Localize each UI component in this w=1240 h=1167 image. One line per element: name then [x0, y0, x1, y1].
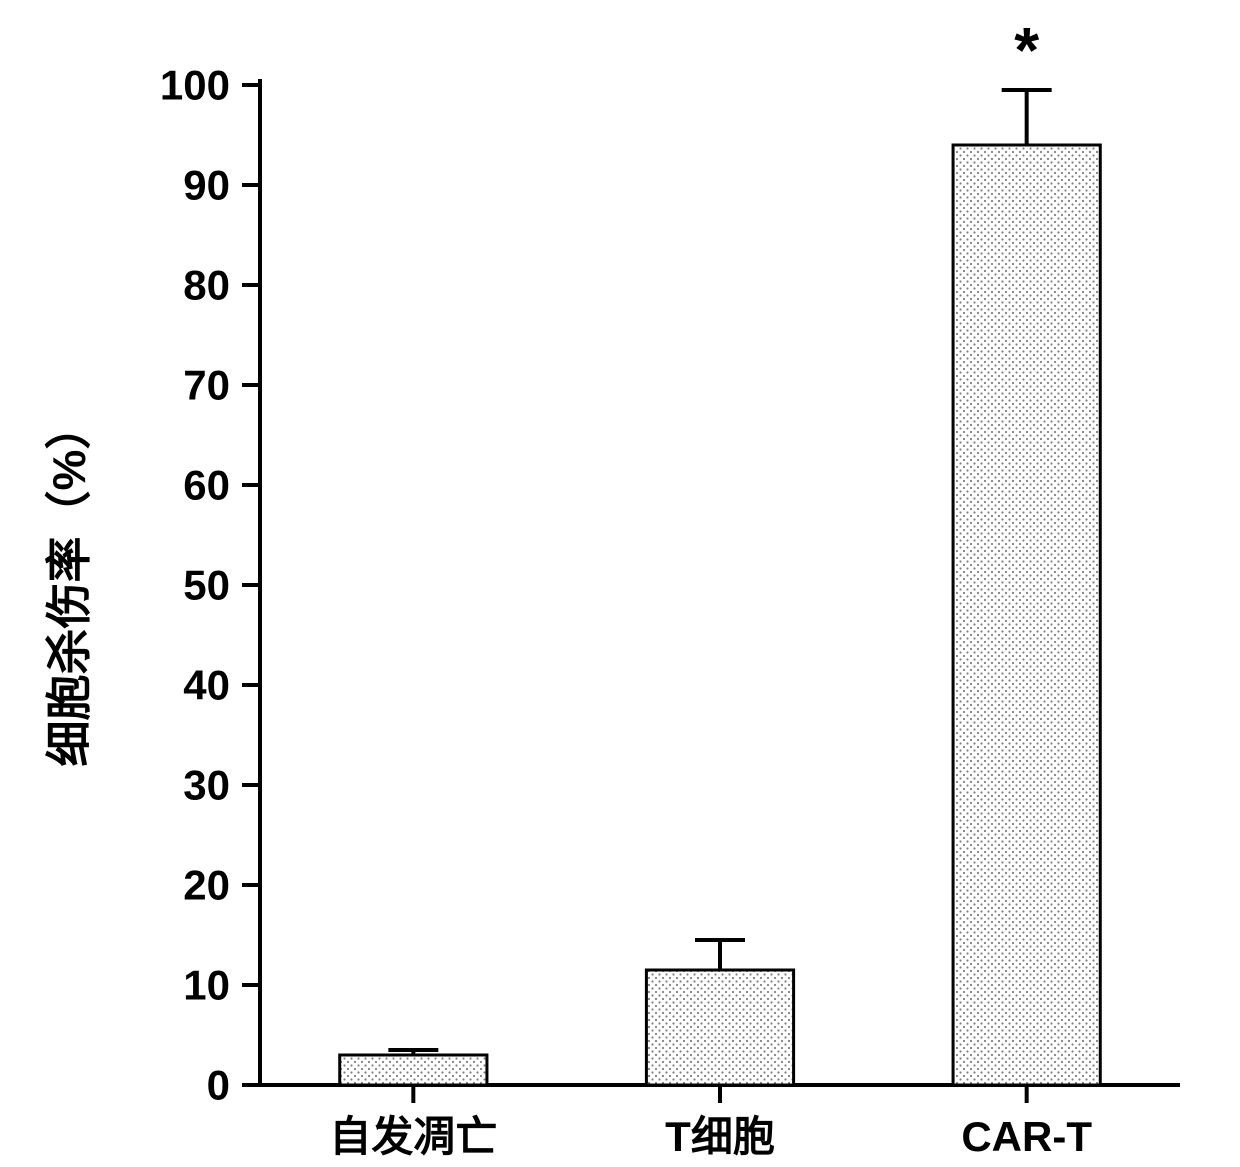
y-tick-label: 70 [183, 362, 230, 409]
y-tick-label: 30 [183, 762, 230, 809]
y-tick-label: 90 [183, 162, 230, 209]
y-tick-label: 40 [183, 662, 230, 709]
x-tick-label: CAR-T [961, 1113, 1092, 1160]
y-tick-label: 10 [183, 962, 230, 1009]
y-tick-label: 50 [183, 562, 230, 609]
chart-container: 0 10 20 30 40 50 60 70 80 90 100 细胞杀伤率（%） 自发凋亡 T细胞 * CA… [0, 0, 1240, 1167]
significance-marker: * [1014, 14, 1039, 86]
y-tick-label: 80 [183, 262, 230, 309]
y-tick-label: 100 [160, 62, 230, 109]
y-tick-label: 60 [183, 462, 230, 509]
bar [646, 970, 793, 1085]
x-tick-label: 自发凋亡 [329, 1113, 497, 1160]
bar-chart-svg: 0 10 20 30 40 50 60 70 80 90 100 细胞杀伤率（%） 自发凋亡 T细胞 * CA… [0, 0, 1240, 1167]
y-axis-label: 细胞杀伤率（%） [43, 404, 95, 767]
x-tick-label: T细胞 [665, 1113, 775, 1160]
bar [953, 145, 1100, 1085]
y-tick-label: 0 [207, 1062, 230, 1109]
bar [340, 1055, 487, 1085]
y-tick-label: 20 [183, 862, 230, 909]
